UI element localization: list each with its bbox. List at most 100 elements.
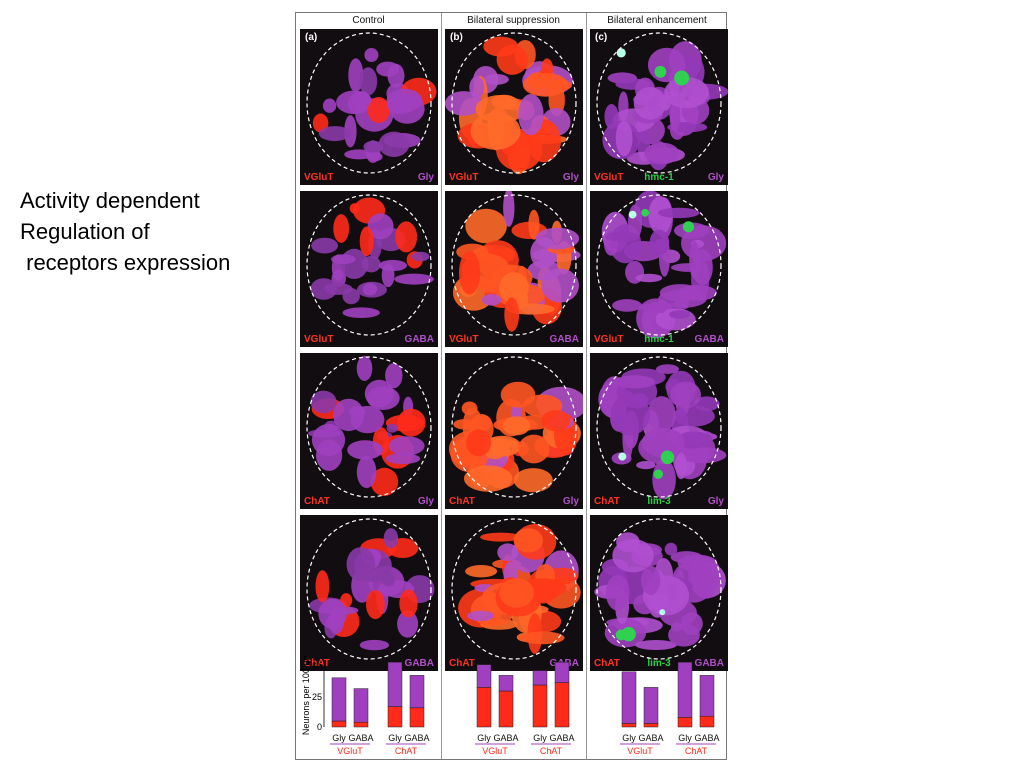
group-label: ChAT <box>685 746 708 756</box>
panel-letter: (c) <box>595 32 608 43</box>
panel-label-left: VGluT <box>304 172 334 183</box>
fluorescence-image <box>448 356 583 498</box>
fluorescence-image <box>445 32 577 175</box>
panel-label-right: GABA <box>694 334 724 345</box>
panel-label-marker: hmc-1 <box>644 334 674 345</box>
bar-chart: Gly GABA Gly GABA VGluT ChAT <box>590 655 730 759</box>
bar-segment-purple <box>387 661 403 707</box>
micrograph-panel: (a) VGluT Gly <box>300 29 438 185</box>
micrograph-panel: ChAT Gly lim-3 <box>590 353 728 509</box>
panel-letter: (b) <box>450 32 463 43</box>
bar-segment-red <box>554 682 570 728</box>
bar-segment-purple <box>699 675 715 717</box>
column-divider <box>586 13 587 759</box>
bar-segment-purple <box>621 671 637 724</box>
panel-label-left: ChAT <box>449 496 475 507</box>
category-label: Gly <box>622 733 636 743</box>
category-label: Gly <box>533 733 547 743</box>
fluorescence-image <box>451 518 581 660</box>
bar-chart: Gly GABA Gly GABA VGluT ChAT <box>445 655 585 759</box>
fluorescence-image <box>306 194 434 336</box>
fluorescence-image <box>306 518 435 660</box>
category-label: GABA <box>348 733 373 743</box>
group-label: ChAT <box>395 746 418 756</box>
panel-label-left: ChAT <box>304 658 330 669</box>
bar-segment-red <box>331 720 347 728</box>
micrograph-panel: VGluT GABA <box>300 191 438 347</box>
category-label: Gly <box>678 733 692 743</box>
micrograph-panel: VGluT GABA hmc-1 <box>590 191 728 347</box>
panel-letter: (a) <box>305 32 318 43</box>
bar-segment-purple <box>331 677 347 722</box>
category-label: GABA <box>493 733 518 743</box>
micrograph-panel: ChAT Gly <box>300 353 438 509</box>
bar-segment-red <box>476 687 492 728</box>
panel-label-right: Gly <box>707 496 724 507</box>
bar-segment-purple <box>532 670 548 686</box>
panel-label-left: ChAT <box>304 496 330 507</box>
side-text-line-3: receptors expression <box>20 250 231 275</box>
bar-segment-red <box>643 723 659 728</box>
panel-label-right: GABA <box>549 334 579 345</box>
micrograph-panel: VGluT GABA <box>445 191 583 347</box>
panel-label-right: Gly <box>417 496 434 507</box>
category-label: GABA <box>638 733 663 743</box>
micrograph-panel: (c) VGluT Gly hmc-1 <box>590 29 728 185</box>
panel-label-left: ChAT <box>594 496 620 507</box>
panel-label-right: Gly <box>707 172 724 183</box>
group-label: VGluT <box>627 746 653 756</box>
bar-segment-purple <box>409 675 425 709</box>
panel-label-left: VGluT <box>449 172 479 183</box>
panel-label-right: Gly <box>562 496 579 507</box>
column-divider <box>441 13 442 759</box>
fluorescence-image <box>306 32 437 174</box>
fluorescence-image <box>596 356 727 500</box>
column-header-control: Control <box>352 15 385 26</box>
panel-label-marker: hmc-1 <box>644 172 674 183</box>
fluorescence-image <box>594 518 726 660</box>
bar-segment-red <box>677 717 693 728</box>
bar-segment-red <box>532 684 548 728</box>
bar-segment-purple <box>353 688 369 723</box>
y-axis-label: Neurons per 100 µm <box>301 655 311 735</box>
group-label: ChAT <box>540 746 563 756</box>
fluorescence-image <box>306 355 432 498</box>
category-label: GABA <box>404 733 429 743</box>
bar-segment-red <box>387 706 403 728</box>
bar-segment-red <box>409 707 425 728</box>
bar-chart: 0 25 50 Neurons per 100 µm Gly GABA Gly GABA VGl… <box>300 655 440 759</box>
panel-label-left: VGluT <box>304 334 334 345</box>
micrograph-panel: ChAT GABA lim-3 <box>590 515 728 671</box>
micrograph-panel: (b) VGluT Gly <box>445 29 583 185</box>
group-label: VGluT <box>482 746 508 756</box>
fluorescence-image <box>596 191 727 339</box>
panel-label-left: VGluT <box>594 172 624 183</box>
side-text-line-1: Activity dependent <box>20 188 200 213</box>
category-label: GABA <box>549 733 574 743</box>
panel-label-marker: lim-3 <box>647 658 671 669</box>
column-header-enhancement: Bilateral enhancement <box>607 15 707 26</box>
y-tick-label: 25 <box>312 692 322 702</box>
column-header-suppression: Bilateral suppression <box>467 15 560 26</box>
panel-label-right: GABA <box>404 334 434 345</box>
side-text: Activity dependent Regulation of recepto… <box>20 185 230 278</box>
fluorescence-image <box>596 32 728 174</box>
panel-label-left: ChAT <box>449 658 475 669</box>
panel-label-right: Gly <box>417 172 434 183</box>
category-label: Gly <box>477 733 491 743</box>
bar-segment-purple <box>677 661 693 718</box>
figure-panel-grid: Control Bilateral suppression Bilateral … <box>295 12 730 760</box>
category-label: GABA <box>694 733 719 743</box>
group-label: VGluT <box>337 746 363 756</box>
bar-segment-red <box>353 721 369 728</box>
micrograph-panel: ChAT Gly <box>445 353 583 509</box>
bar-segment-purple <box>554 661 570 683</box>
fluorescence-image <box>451 191 581 336</box>
y-tick-label: 0 <box>317 722 322 732</box>
panel-label-marker: lim-3 <box>647 496 671 507</box>
category-label: Gly <box>388 733 402 743</box>
